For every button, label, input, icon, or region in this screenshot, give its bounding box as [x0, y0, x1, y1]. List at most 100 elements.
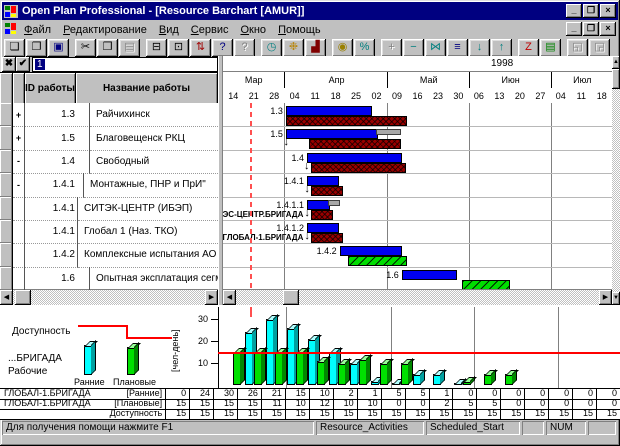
early-dates-bar[interactable] [401, 269, 457, 280]
early-dates-bar[interactable] [285, 129, 378, 140]
table-row[interactable]: 1.4.1 СИТЭК-ЦЕНТР (ИБЭП) [0, 196, 218, 221]
table-row[interactable]: +1.3 Райчихинск [0, 103, 218, 128]
save-icon[interactable]: ▣ [48, 38, 69, 57]
table-horizontal-scrollbar[interactable]: ◀ ▶ [0, 290, 218, 305]
document-icon[interactable] [4, 22, 18, 35]
gantt-scroll-track[interactable] [223, 290, 612, 305]
early-dates-bar[interactable] [285, 106, 372, 116]
row-header-cell[interactable] [0, 173, 13, 197]
table-row[interactable]: 1.4.2 Комплексные испытания АО [0, 243, 218, 268]
time-analysis-icon[interactable]: ◷ [261, 38, 282, 57]
menu-item-window[interactable]: Окно [240, 23, 267, 36]
cost-icon[interactable]: ◉ [332, 38, 353, 57]
vscroll-thumb[interactable] [612, 69, 620, 89]
activity-id-cell[interactable]: 1.4.2 [25, 243, 78, 268]
expand-marker[interactable] [13, 196, 25, 221]
link-activities-icon[interactable]: ⋈ [425, 38, 446, 57]
gantt-scroll-thumb[interactable] [283, 290, 299, 305]
title-bar[interactable]: Open Plan Professional - [Resource Barch… [2, 2, 618, 20]
table-scroll-thumb[interactable] [15, 290, 31, 305]
row-header-cell[interactable] [0, 196, 13, 220]
activity-name-cell[interactable]: Комплексные испытания АО [78, 243, 218, 268]
activity-name-cell[interactable]: Глобал 1 (Наз. ТКО) [78, 220, 218, 245]
scroll-right-button[interactable]: ▶ [205, 290, 218, 305]
document-close-button[interactable]: × [600, 21, 616, 36]
gantt-horizontal-scrollbar[interactable]: ◀ ▶ [223, 290, 612, 305]
delete-activity-icon[interactable]: − [403, 38, 424, 57]
document-restore-button[interactable]: ❐ [583, 21, 599, 36]
accept-edit-button[interactable]: ✔ [16, 57, 30, 72]
risk-analysis-icon[interactable]: ▟ [305, 38, 326, 57]
demote-icon[interactable]: ↓ [469, 38, 490, 57]
expand-marker[interactable]: - [13, 149, 25, 175]
scroll-left-button[interactable]: ◀ [0, 290, 13, 305]
subproject-icon[interactable]: ≡ [447, 38, 468, 57]
activity-name-cell[interactable]: Опытная эксплатация сегмента [90, 267, 218, 291]
baseline-bar[interactable] [311, 209, 333, 220]
early-dates-bar[interactable] [306, 222, 339, 233]
row-header-cell[interactable] [0, 103, 13, 127]
baseline-bar[interactable] [311, 232, 343, 243]
copy-icon[interactable]: ❒ [97, 38, 118, 57]
menu-item-view[interactable]: Вид [158, 23, 179, 36]
id-column-header[interactable]: ID работы [25, 72, 76, 105]
open-file-icon[interactable]: ❐ [26, 38, 47, 57]
app-close-button[interactable]: × [600, 4, 616, 18]
activity-id-cell[interactable]: 1.4.1 [25, 219, 78, 245]
print-icon[interactable]: ⊟ [146, 38, 167, 57]
name-column-header[interactable]: Название работы [76, 72, 218, 105]
help-icon[interactable]: ? [212, 38, 233, 57]
new-file-icon[interactable]: ❏ [4, 38, 25, 57]
baseline-bar[interactable] [311, 162, 407, 173]
table-row[interactable]: -1.4 Свободный [0, 149, 218, 175]
cancel-edit-button[interactable]: ✖ [2, 57, 16, 72]
early-dates-bar[interactable] [306, 199, 330, 210]
baseline-bar[interactable] [308, 139, 402, 150]
promote-icon[interactable]: ↑ [491, 38, 512, 57]
expand-marker[interactable] [13, 266, 25, 291]
activity-id-cell[interactable]: 1.6 [25, 266, 90, 291]
scroll-left-button[interactable]: ◀ [223, 290, 236, 305]
document-minimize-button[interactable]: _ [566, 21, 582, 36]
table-row[interactable]: 1.4.1 Глобал 1 (Наз. ТКО) [0, 219, 218, 245]
menu-item-tools[interactable]: Сервис [190, 23, 229, 36]
row-header-cell[interactable] [0, 219, 13, 244]
scheduled-bar[interactable] [347, 256, 407, 267]
app-minimize-button[interactable]: _ [566, 4, 582, 18]
expand-marker[interactable]: - [13, 173, 25, 198]
activity-id-cell[interactable]: 1.3 [25, 103, 90, 128]
table-row[interactable]: +1.5 Благовещенск РКЦ [0, 126, 218, 151]
baseline-bar[interactable] [285, 116, 407, 126]
menu-item-file[interactable]: Файл [24, 23, 52, 36]
zigzag-view-icon[interactable]: Z [518, 38, 539, 57]
scroll-down-button[interactable]: ▼ [612, 292, 620, 305]
expand-marker[interactable] [13, 243, 25, 268]
cut-icon[interactable]: ✂ [75, 38, 96, 57]
menu-item-help[interactable]: Помощь [278, 23, 321, 36]
early-dates-bar[interactable] [306, 152, 403, 163]
vscroll-track[interactable] [612, 56, 620, 305]
activity-id-cell[interactable]: 1.4 [25, 149, 90, 175]
early-dates-bar[interactable] [306, 176, 339, 187]
row-header-cell[interactable] [0, 149, 13, 174]
table-gantt-splitter[interactable] [218, 56, 223, 305]
scroll-up-button[interactable]: ▲ [612, 56, 620, 69]
cell-edit-input[interactable]: 1 [32, 57, 218, 72]
expand-marker[interactable]: + [13, 126, 25, 151]
update-icon[interactable]: ⇅ [190, 38, 211, 57]
print-preview-icon[interactable]: ⊡ [168, 38, 189, 57]
activity-name-cell[interactable]: Райчихинск [90, 103, 218, 128]
activity-name-cell[interactable]: Благовещенск РКЦ [90, 126, 218, 151]
expand-marker[interactable]: + [13, 103, 25, 128]
app-restore-button[interactable]: ❐ [583, 4, 599, 18]
row-header-cell[interactable] [0, 126, 13, 150]
table-scroll-track[interactable] [0, 290, 218, 305]
early-dates-bar[interactable] [339, 246, 402, 257]
activity-id-cell[interactable]: 1.5 [25, 126, 90, 151]
activity-id-cell[interactable]: 1.4.1 [25, 173, 84, 198]
scheduled-bar[interactable] [461, 279, 510, 289]
barchart-view-icon[interactable]: ▤ [540, 38, 561, 57]
percent-complete-icon[interactable]: % [354, 38, 375, 57]
expand-marker[interactable] [13, 219, 25, 245]
